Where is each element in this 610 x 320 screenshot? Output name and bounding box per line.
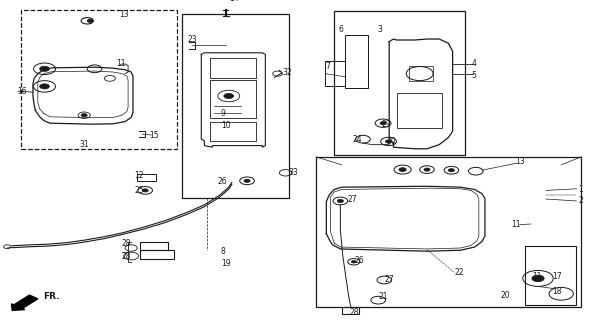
FancyArrow shape xyxy=(12,295,38,310)
Text: 3: 3 xyxy=(377,25,382,34)
Text: 30: 30 xyxy=(387,137,396,146)
Text: 25: 25 xyxy=(134,186,144,195)
Text: 18: 18 xyxy=(552,287,562,296)
Circle shape xyxy=(448,169,454,172)
Text: 9: 9 xyxy=(221,109,226,118)
Bar xyxy=(345,35,368,88)
Text: FR.: FR. xyxy=(43,292,59,301)
Text: 20: 20 xyxy=(500,292,510,300)
Text: 13: 13 xyxy=(119,10,129,19)
Text: 6: 6 xyxy=(339,25,343,34)
Text: 11: 11 xyxy=(533,272,542,281)
Text: 8: 8 xyxy=(221,247,226,256)
Text: 15: 15 xyxy=(149,131,159,140)
Text: 22: 22 xyxy=(454,268,464,277)
Text: 27: 27 xyxy=(348,195,357,204)
Text: 28: 28 xyxy=(350,308,359,317)
Text: 1: 1 xyxy=(578,185,583,194)
Circle shape xyxy=(40,84,49,89)
Text: 5: 5 xyxy=(472,71,476,80)
Text: 31: 31 xyxy=(79,140,89,149)
Bar xyxy=(316,157,581,307)
Circle shape xyxy=(244,179,250,182)
Text: 23: 23 xyxy=(188,36,198,44)
Bar xyxy=(210,58,256,78)
Text: 16: 16 xyxy=(17,87,27,96)
Circle shape xyxy=(87,19,93,22)
Circle shape xyxy=(386,140,392,143)
Text: 7: 7 xyxy=(325,62,330,71)
Text: 33: 33 xyxy=(289,168,298,177)
Bar xyxy=(21,10,177,149)
Text: 21: 21 xyxy=(378,292,388,301)
Circle shape xyxy=(532,275,544,282)
Text: 14: 14 xyxy=(229,0,239,3)
Bar xyxy=(396,93,442,128)
Circle shape xyxy=(337,199,343,203)
Text: 28: 28 xyxy=(122,252,132,261)
Bar xyxy=(210,80,256,118)
Circle shape xyxy=(399,168,406,172)
Text: 24: 24 xyxy=(353,135,362,144)
Bar xyxy=(140,242,168,250)
Bar xyxy=(140,250,174,259)
Bar xyxy=(342,307,359,314)
Circle shape xyxy=(142,189,148,192)
Bar xyxy=(409,66,433,81)
Text: 19: 19 xyxy=(221,259,231,268)
Bar xyxy=(334,11,465,155)
Text: 27: 27 xyxy=(384,275,394,284)
Bar xyxy=(525,246,576,305)
Text: 10: 10 xyxy=(221,121,231,130)
Circle shape xyxy=(81,114,87,117)
Bar xyxy=(325,61,345,86)
Text: 26: 26 xyxy=(218,177,228,186)
Bar xyxy=(182,14,289,198)
Circle shape xyxy=(40,66,49,71)
Text: 4: 4 xyxy=(472,60,476,68)
Text: 32: 32 xyxy=(282,68,292,77)
Text: 12: 12 xyxy=(134,171,144,180)
Circle shape xyxy=(424,168,430,171)
Circle shape xyxy=(224,93,234,99)
Text: 28: 28 xyxy=(122,239,132,248)
Bar xyxy=(210,122,256,141)
Text: 11: 11 xyxy=(116,60,126,68)
Text: 26: 26 xyxy=(354,256,364,265)
Circle shape xyxy=(351,260,356,263)
Bar xyxy=(137,174,156,181)
Text: 17: 17 xyxy=(552,272,562,281)
Text: 29: 29 xyxy=(381,120,391,129)
Text: 2: 2 xyxy=(578,196,583,205)
Text: 13: 13 xyxy=(515,157,525,166)
Circle shape xyxy=(380,122,386,125)
Text: 11: 11 xyxy=(511,220,521,229)
